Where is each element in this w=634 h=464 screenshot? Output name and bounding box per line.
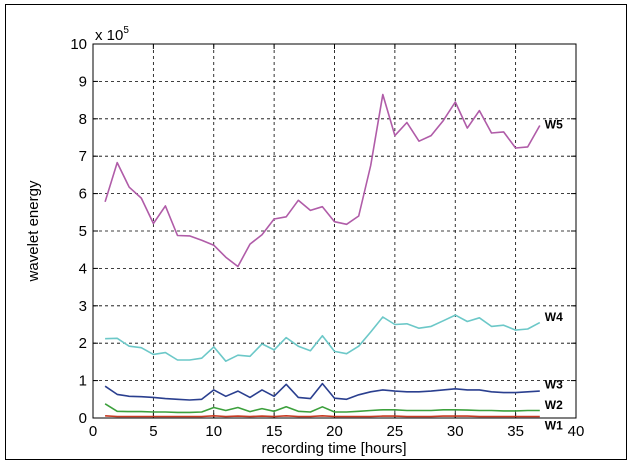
y-tick-label: 5 <box>79 223 87 240</box>
figure-frame <box>5 4 627 460</box>
series-label-w2: W2 <box>545 398 563 412</box>
y-tick-label: 6 <box>79 186 87 203</box>
x-tick-label: 10 <box>205 423 222 440</box>
x-axis-label: recording time [hours] <box>261 440 406 457</box>
y-tick-label: 2 <box>79 335 87 352</box>
series-label-w5: W5 <box>545 117 563 131</box>
y-tick-label: 4 <box>79 260 87 277</box>
y-tick-label: 10 <box>70 36 87 53</box>
grid <box>93 44 576 418</box>
x-tick-label: 15 <box>266 423 283 440</box>
x-tick-label: 5 <box>149 423 157 440</box>
y-multiplier: x 105 <box>95 25 129 44</box>
x-tick-label: 40 <box>568 423 585 440</box>
series-labels: W5 W4 W3 W2 W1 <box>545 117 563 432</box>
axis-ticks: 0 5 10 15 20 25 30 35 40 0 1 2 3 4 5 6 7 8 9 10 <box>70 36 584 440</box>
series-line-w5 <box>104 93 541 268</box>
series-label-w4: W4 <box>545 310 563 324</box>
x-tick-label: 30 <box>447 423 464 440</box>
series-line-w2 <box>104 403 540 414</box>
series-line-w3 <box>104 382 540 401</box>
series-line-w1 <box>105 414 540 418</box>
y-tick-label: 3 <box>79 298 87 315</box>
x-tick-label: 0 <box>89 423 97 440</box>
series-label-w3: W3 <box>545 377 563 391</box>
y-tick-label: 1 <box>79 373 87 390</box>
y-tick-label: 0 <box>79 410 87 427</box>
x-tick-label: 25 <box>387 423 404 440</box>
y-tick-label: 8 <box>79 111 87 128</box>
x-tick-label: 20 <box>326 423 343 440</box>
series-label-w1: W1 <box>545 418 563 432</box>
series-group <box>104 93 541 418</box>
y-tick-label: 7 <box>79 148 87 165</box>
x-tick-label: 35 <box>507 423 524 440</box>
y-tick-label: 9 <box>79 73 87 90</box>
y-axis-label: wavelet energy <box>25 180 42 282</box>
series-line-w4 <box>105 314 541 363</box>
